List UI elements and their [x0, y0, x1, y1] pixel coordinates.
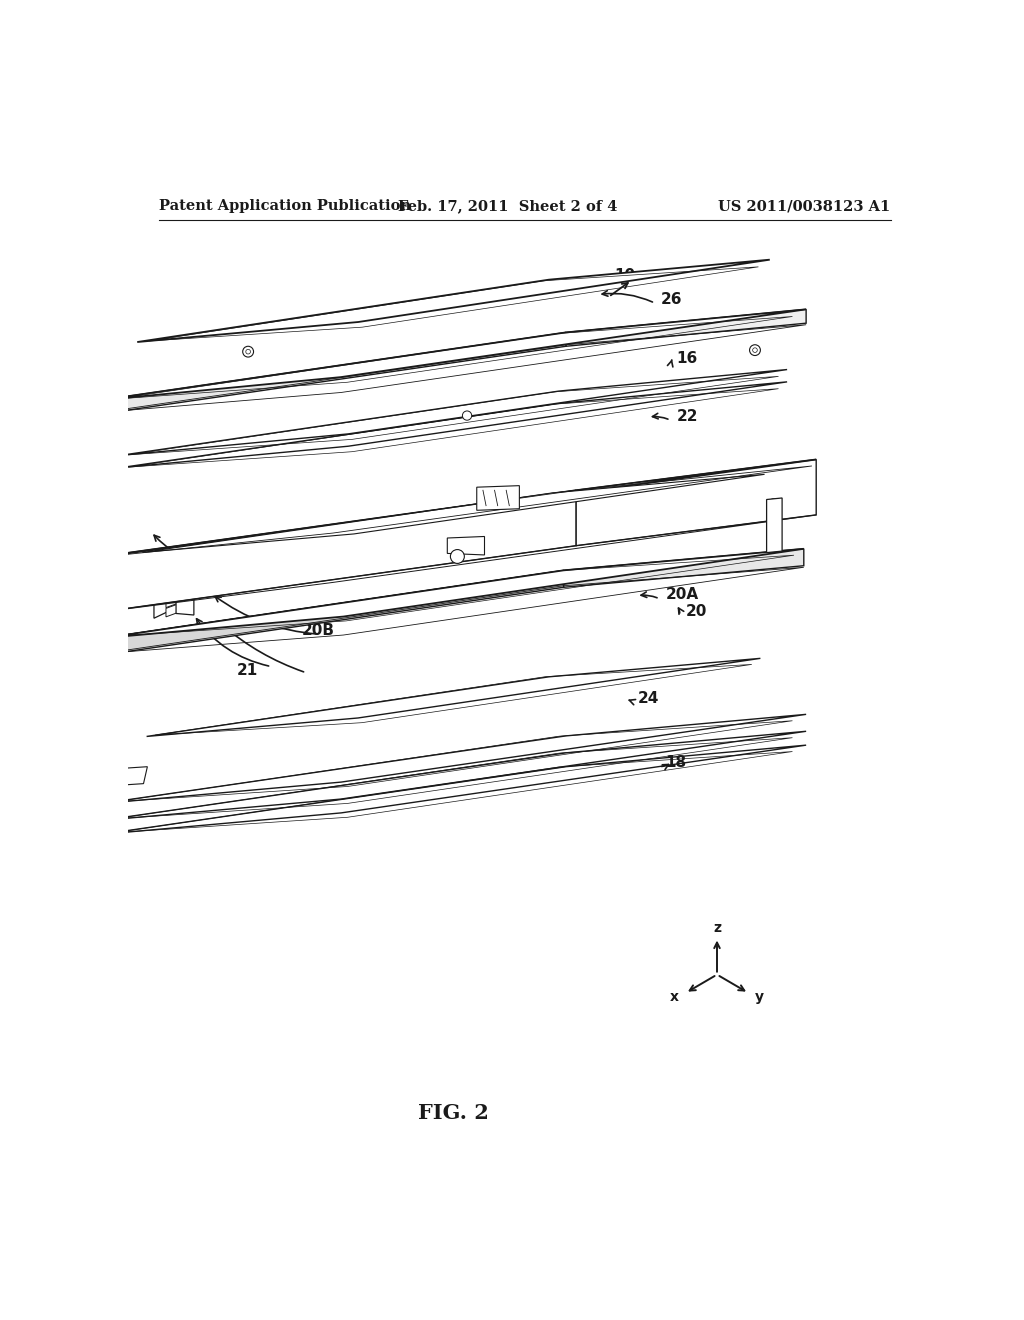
Polygon shape [166, 593, 184, 607]
Text: 22: 22 [677, 409, 698, 424]
Circle shape [243, 346, 254, 358]
Circle shape [768, 529, 780, 543]
Text: FIG. 2: FIG. 2 [418, 1104, 488, 1123]
Polygon shape [154, 573, 197, 618]
Polygon shape [73, 533, 96, 553]
Polygon shape [103, 549, 804, 638]
Polygon shape [563, 549, 804, 587]
Polygon shape [91, 459, 816, 558]
Polygon shape [767, 498, 782, 553]
Circle shape [768, 499, 780, 511]
Text: 21: 21 [237, 663, 258, 678]
Circle shape [463, 411, 472, 420]
Polygon shape [73, 503, 96, 521]
Polygon shape [91, 490, 575, 614]
Circle shape [246, 350, 251, 354]
Text: 20B: 20B [302, 623, 335, 638]
Text: 20: 20 [686, 605, 708, 619]
Polygon shape [166, 583, 184, 598]
Text: 15: 15 [245, 573, 265, 587]
Polygon shape [477, 486, 519, 511]
Polygon shape [575, 459, 816, 545]
Text: z: z [713, 921, 721, 936]
Text: US 2011/0038123 A1: US 2011/0038123 A1 [719, 199, 891, 213]
Polygon shape [73, 557, 96, 573]
Polygon shape [176, 585, 194, 615]
Polygon shape [103, 570, 563, 655]
Text: 26: 26 [662, 292, 683, 306]
Text: 10: 10 [614, 268, 636, 282]
Polygon shape [101, 309, 806, 400]
Polygon shape [142, 474, 765, 553]
Circle shape [753, 348, 758, 352]
Text: 16: 16 [677, 351, 698, 366]
Text: x: x [670, 990, 679, 1005]
Text: 18: 18 [665, 755, 686, 771]
Polygon shape [120, 381, 787, 467]
Text: y: y [755, 990, 764, 1005]
Polygon shape [101, 731, 806, 821]
Polygon shape [97, 767, 147, 787]
Text: Patent Application Publication: Patent Application Publication [159, 199, 411, 213]
Polygon shape [101, 333, 566, 414]
Polygon shape [566, 309, 806, 346]
Text: Feb. 17, 2011  Sheet 2 of 4: Feb. 17, 2011 Sheet 2 of 4 [398, 199, 617, 213]
Polygon shape [146, 659, 761, 737]
Text: 24: 24 [638, 690, 659, 706]
Circle shape [750, 345, 761, 355]
Polygon shape [120, 370, 787, 455]
Polygon shape [101, 744, 806, 834]
Circle shape [451, 549, 464, 564]
Polygon shape [166, 602, 184, 616]
Polygon shape [447, 536, 484, 554]
Text: 14: 14 [677, 502, 697, 516]
Text: 20A: 20A [666, 587, 699, 602]
Polygon shape [101, 714, 806, 804]
Polygon shape [137, 260, 770, 342]
